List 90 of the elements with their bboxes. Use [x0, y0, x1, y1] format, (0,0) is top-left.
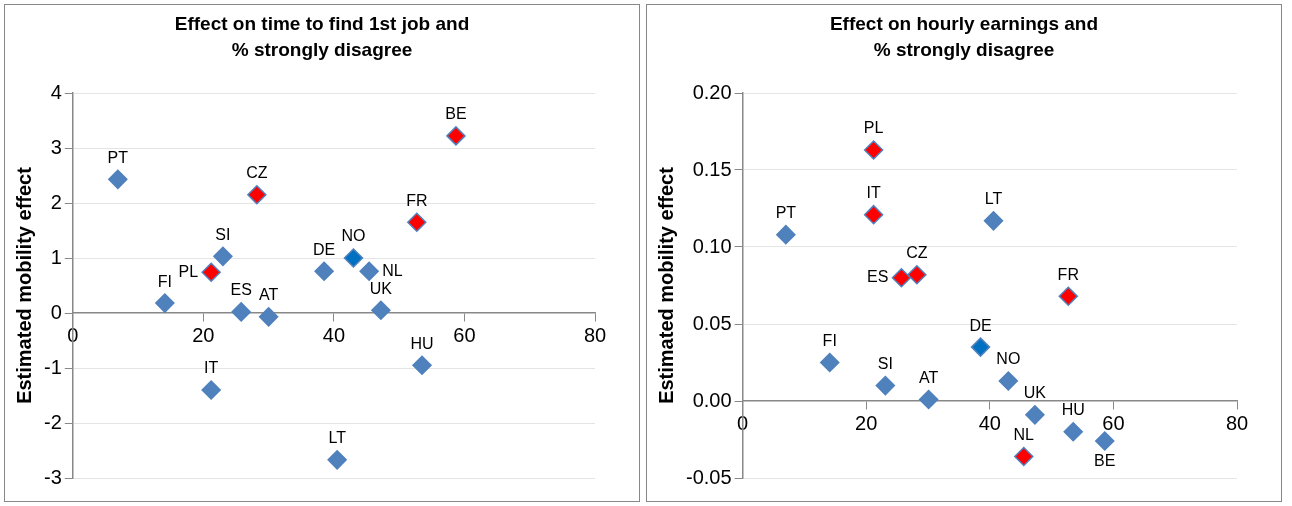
y-tick-label: 0.10: [692, 234, 732, 257]
point: [891, 268, 912, 288]
point: [407, 212, 427, 232]
point: [1014, 446, 1034, 467]
annotation: FR: [1057, 265, 1079, 283]
point: [213, 246, 233, 267]
annotation: SI: [215, 225, 231, 243]
point: [343, 248, 364, 268]
y-tick-label: 0.20: [692, 80, 732, 103]
annotation: NO: [996, 350, 1021, 368]
annotation: BE: [445, 105, 467, 123]
annotation: BE: [1094, 452, 1116, 470]
annotation: ES: [230, 281, 252, 299]
y-tick-label: -3: [43, 465, 62, 488]
x-tick-label: 80: [1225, 411, 1249, 434]
point: [412, 355, 432, 375]
annotation: PT: [775, 204, 797, 222]
annotation: ES: [867, 268, 889, 286]
annotation: AT: [258, 286, 279, 304]
point: [918, 389, 939, 410]
y-tick-label: 2: [50, 190, 62, 213]
chart-title: Effect on time to find 1st job and % strongly disagree: [173, 12, 471, 62]
x-tick-label: 20: [855, 411, 878, 434]
y-tick-label: 0.15: [692, 157, 732, 180]
y-tick-label: 3: [50, 135, 62, 158]
annotation: UK: [1023, 384, 1047, 402]
annotation: CZ: [246, 164, 268, 182]
annotation: DE: [312, 240, 336, 258]
point: [231, 302, 251, 322]
annotation: AT: [918, 368, 939, 386]
y-axis-title: Estimated mobility effect: [12, 166, 35, 404]
point: [998, 371, 1019, 391]
point: [314, 261, 334, 281]
annotation: HU: [410, 334, 434, 352]
point: [819, 352, 840, 373]
point: [258, 307, 279, 327]
point: [907, 264, 927, 285]
y-tick-label: 0.05: [692, 311, 732, 334]
point: [327, 450, 347, 470]
y-axis-title: Estimated mobility effect: [654, 166, 677, 404]
annotation: IT: [866, 184, 881, 202]
annotation: FI: [157, 272, 172, 290]
point: [247, 185, 267, 205]
annotation: PL: [178, 262, 199, 280]
point: [446, 126, 466, 146]
point: [1025, 405, 1045, 425]
x-tick-label: 80: [583, 323, 607, 346]
annotation: UK: [369, 279, 393, 297]
annotation: DE: [969, 316, 992, 334]
chart-title: Effect on hourly earnings and % strongly disagree: [828, 12, 1100, 62]
point: [359, 261, 379, 281]
point: [201, 380, 221, 400]
x-tick-label: 40: [322, 323, 346, 346]
annotation: LT: [984, 190, 1003, 208]
point: [155, 293, 175, 313]
point: [1094, 431, 1115, 451]
x-tick-label: 40: [978, 411, 1001, 434]
point: [875, 375, 896, 396]
point: [970, 337, 991, 357]
x-tick-label: 60: [453, 323, 476, 346]
point: [776, 224, 796, 245]
annotation: CZ: [906, 244, 928, 262]
annotation: PT: [107, 148, 129, 166]
annotation: SI: [877, 355, 893, 373]
y-tick-label: 0: [50, 300, 62, 323]
x-tick-label: 60: [1102, 411, 1125, 434]
annotation: FR: [406, 191, 428, 209]
point: [1063, 422, 1083, 442]
point: [863, 204, 884, 225]
x-tick-label: 20: [192, 323, 215, 346]
point: [863, 140, 884, 160]
point: [983, 211, 1004, 231]
annotation: PL: [863, 119, 884, 137]
annotation: NL: [382, 261, 403, 279]
annotation: HU: [1061, 401, 1085, 419]
y-tick-label: -0.05: [685, 465, 732, 488]
annotation: NL: [1013, 425, 1035, 443]
y-tick-label: -2: [43, 410, 62, 433]
y-tick-label: 1: [50, 245, 62, 268]
point: [201, 262, 221, 283]
y-tick-label: -1: [43, 355, 62, 378]
point: [1058, 286, 1079, 307]
annotation: FI: [822, 331, 837, 349]
y-tick-label: 4: [50, 80, 62, 103]
point: [108, 169, 128, 190]
annotation: LT: [328, 429, 347, 447]
annotation: IT: [204, 359, 219, 377]
y-tick-label: 0.00: [692, 388, 732, 411]
point: [371, 300, 391, 320]
annotation: NO: [341, 227, 366, 245]
